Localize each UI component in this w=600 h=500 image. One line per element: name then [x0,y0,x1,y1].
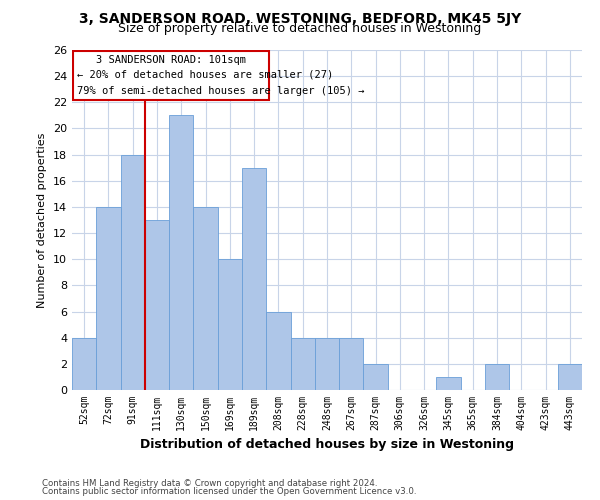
Bar [121,154,145,390]
Bar [266,312,290,390]
Bar [558,364,582,390]
Bar [72,338,96,390]
Text: ← 20% of detached houses are smaller (27): ← 20% of detached houses are smaller (27… [77,70,333,80]
Bar [339,338,364,390]
Bar [96,207,121,390]
Bar [315,338,339,390]
Bar [193,207,218,390]
X-axis label: Distribution of detached houses by size in Westoning: Distribution of detached houses by size … [140,438,514,452]
Bar [242,168,266,390]
FancyBboxPatch shape [73,52,269,100]
Text: 79% of semi-detached houses are larger (105) →: 79% of semi-detached houses are larger (… [77,86,364,96]
Bar [364,364,388,390]
Y-axis label: Number of detached properties: Number of detached properties [37,132,47,308]
Bar [290,338,315,390]
Text: Contains public sector information licensed under the Open Government Licence v3: Contains public sector information licen… [42,486,416,496]
Bar [145,220,169,390]
Text: Contains HM Land Registry data © Crown copyright and database right 2024.: Contains HM Land Registry data © Crown c… [42,478,377,488]
Bar [169,116,193,390]
Bar [436,377,461,390]
Text: Size of property relative to detached houses in Westoning: Size of property relative to detached ho… [118,22,482,35]
Bar [485,364,509,390]
Bar [218,259,242,390]
Text: 3, SANDERSON ROAD, WESTONING, BEDFORD, MK45 5JY: 3, SANDERSON ROAD, WESTONING, BEDFORD, M… [79,12,521,26]
Text: 3 SANDERSON ROAD: 101sqm: 3 SANDERSON ROAD: 101sqm [96,56,246,66]
